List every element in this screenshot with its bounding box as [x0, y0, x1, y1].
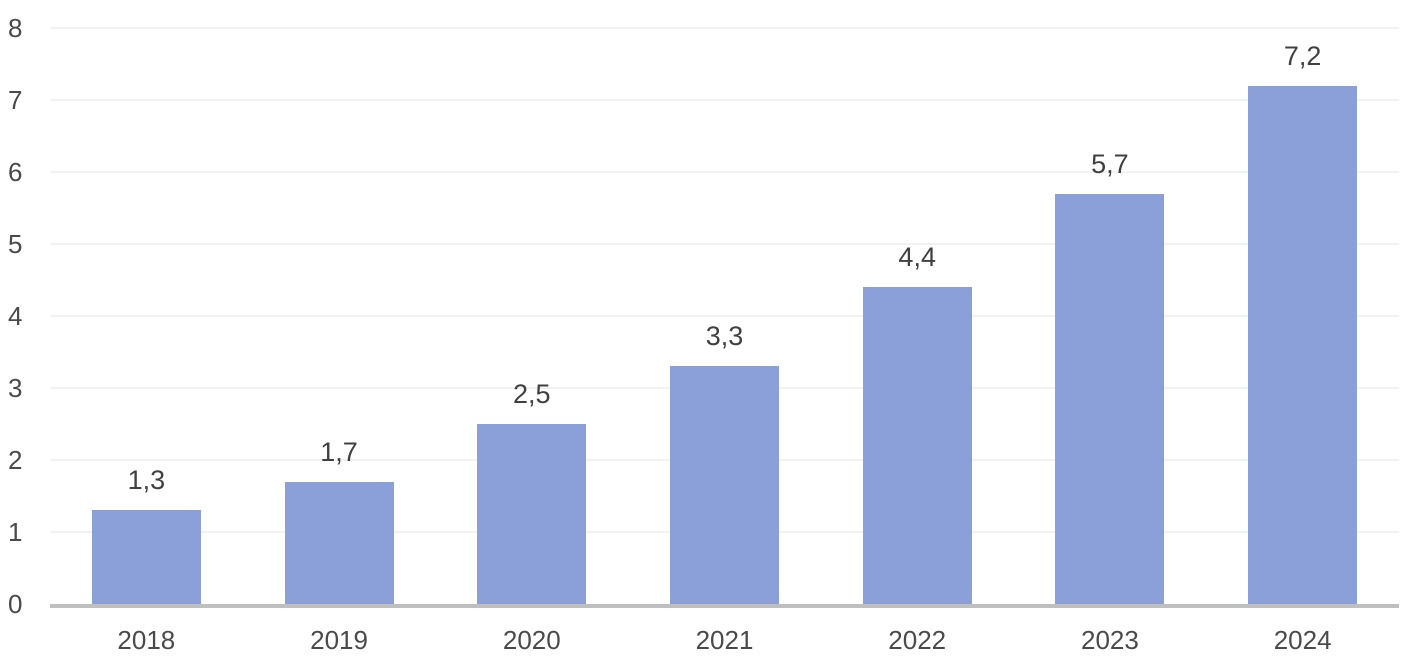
bar-value-label: 3,3	[705, 321, 744, 352]
y-axis-tick-label: 8	[8, 13, 23, 43]
x-axis-tick-label-2018: 2018	[117, 625, 176, 655]
bar-value-label: 2,5	[513, 379, 551, 409]
x-axis-tick-label-2023: 2023	[1081, 625, 1139, 655]
bar-2024	[1248, 85, 1358, 604]
bar-2023	[1055, 193, 1165, 604]
gridline-y-4	[50, 315, 1399, 317]
gridline-y-5	[50, 243, 1399, 245]
y-axis-tick-label: 3	[8, 373, 23, 403]
bar-2022	[862, 287, 972, 604]
gridline-y-8	[50, 27, 1399, 29]
y-axis-tick-label: 5	[8, 229, 23, 259]
y-axis-tick-label: 2	[8, 445, 23, 475]
bar-value-label: 7,2	[1283, 40, 1322, 71]
gridline-y-6	[50, 171, 1399, 173]
bar-2019	[284, 481, 394, 604]
y-axis-tick-label: 0	[8, 589, 23, 619]
x-axis-line	[50, 604, 1399, 608]
y-axis-tick-label: 6	[8, 157, 23, 187]
x-axis-tick-label-2020: 2020	[502, 625, 561, 655]
x-axis-tick-label-2022: 2022	[888, 625, 947, 655]
bar-2020	[477, 424, 587, 604]
gridline-y-7	[50, 99, 1399, 101]
x-axis-tick-label-2024: 2024	[1273, 625, 1332, 655]
bar-value-label: 4,4	[898, 242, 936, 273]
bar-value-label: 1,3	[127, 465, 166, 496]
bar-2021	[670, 366, 779, 604]
y-axis-tick-label: 1	[8, 517, 23, 547]
bar-2018	[91, 510, 201, 604]
x-axis-tick-label-2021: 2021	[695, 625, 754, 655]
y-axis-tick-label: 4	[8, 301, 23, 331]
bar-value-label: 1,7	[320, 436, 358, 467]
x-axis-tick-label-2019: 2019	[310, 625, 368, 655]
y-axis-tick-label: 7	[8, 85, 23, 115]
bar-value-label: 5,7	[1091, 148, 1129, 179]
